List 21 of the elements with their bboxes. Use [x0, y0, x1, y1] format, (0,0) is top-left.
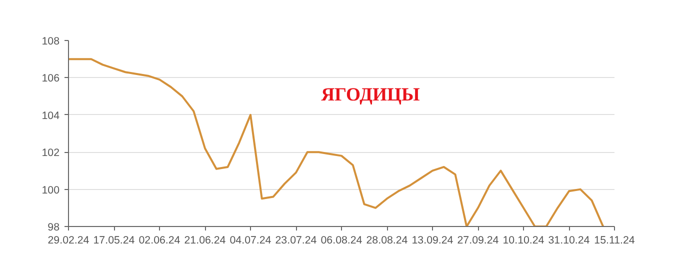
- x-tick-label: 27.09.24: [457, 234, 499, 246]
- line-series: [68, 58, 604, 226]
- x-tick-label: 10.10.24: [502, 234, 544, 246]
- x-tick-label: 28.08.24: [366, 234, 408, 246]
- y-tick-label: 100: [42, 184, 60, 196]
- x-tick-label: 04.07.24: [230, 234, 272, 246]
- y-tick-label: 104: [42, 110, 60, 122]
- y-tick-label: 102: [42, 147, 60, 160]
- y-tick-label: 106: [42, 72, 60, 85]
- y-tick-label: 108: [42, 36, 60, 48]
- x-tick-label: 29.02.24: [48, 234, 90, 246]
- text: ЯГОДИЦЫ: [321, 84, 420, 106]
- x-tick-label: 17.05.24: [93, 234, 135, 246]
- x-tick-label: 13.09.24: [412, 234, 454, 246]
- x-tick-label: 23.07.24: [275, 234, 317, 246]
- y-tick-label: 98: [48, 222, 60, 234]
- x-tick-label: 21.06.24: [184, 234, 226, 246]
- x-tick-label: 02.06.24: [138, 234, 180, 246]
- x-tick-label: 31.10.24: [548, 234, 590, 246]
- x-tick-label: 15.11.24: [594, 234, 635, 246]
- x-tick-label: 06.08.24: [320, 234, 362, 246]
